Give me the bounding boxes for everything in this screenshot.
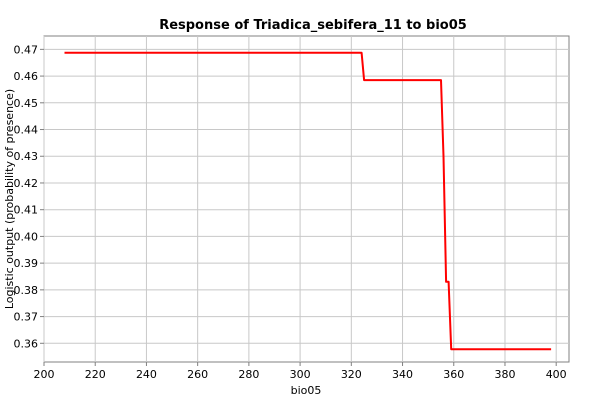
x-tick-label: 260 xyxy=(187,368,208,381)
x-tick-label: 400 xyxy=(546,368,567,381)
y-tick-label: 0.38 xyxy=(14,284,39,297)
series-layer xyxy=(64,51,552,351)
y-tick-label: 0.47 xyxy=(14,43,39,56)
y-tick-label: 0.45 xyxy=(14,97,39,110)
y-tick-label: 0.39 xyxy=(14,257,39,270)
y-tick-label: 0.40 xyxy=(14,230,39,243)
x-gridlines xyxy=(43,36,557,362)
x-tick-label: 320 xyxy=(341,368,362,381)
x-tick-label: 240 xyxy=(136,368,157,381)
y-tick-label: 0.43 xyxy=(14,150,39,163)
y-gridlines xyxy=(44,48,569,344)
x-axis-label: bio05 xyxy=(291,384,322,397)
y-tick-label: 0.36 xyxy=(14,337,39,350)
x-axis-ticks: 200 220 240 260 280 300 320 340 360 380 400 xyxy=(34,362,567,381)
x-tick-label: 300 xyxy=(290,368,311,381)
series-line xyxy=(64,51,552,351)
x-tick-label: 360 xyxy=(443,368,464,381)
y-tick-label: 0.44 xyxy=(14,124,39,137)
x-tick-label: 380 xyxy=(494,368,515,381)
x-tick-label: 220 xyxy=(85,368,106,381)
x-tick-label: 280 xyxy=(238,368,259,381)
x-tick-label: 200 xyxy=(34,368,55,381)
x-tick-label: 340 xyxy=(392,368,413,381)
y-axis-ticks: 0.36 0.37 0.38 0.39 0.40 0.41 0.42 0.43 0.44 0.45… xyxy=(14,43,44,350)
y-axis-label: Logistic output (probability of presence… xyxy=(3,89,16,309)
y-tick-label: 0.41 xyxy=(14,204,39,217)
y-tick-label: 0.42 xyxy=(14,177,39,190)
plot-area xyxy=(43,35,570,363)
y-tick-label: 0.37 xyxy=(14,311,39,324)
y-tick-label: 0.46 xyxy=(14,70,39,83)
chart-title: Response of Triadica_sebifera_11 to bio0… xyxy=(159,18,467,33)
